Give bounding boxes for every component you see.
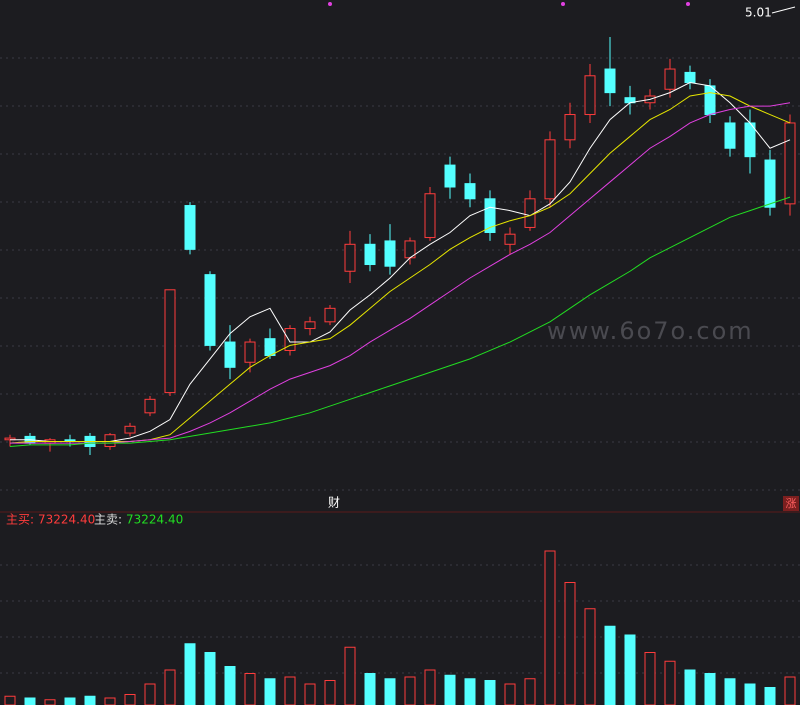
volume-bar — [304, 683, 316, 705]
candle-body — [204, 274, 216, 346]
volume-bar — [604, 625, 616, 705]
volume-bar — [104, 697, 116, 705]
candle-body — [724, 122, 736, 149]
volume-bar — [204, 652, 216, 705]
candle-body — [304, 321, 316, 330]
volume-bar — [684, 669, 696, 705]
high-label: 5.01 — [745, 6, 772, 20]
volume-bar — [4, 695, 16, 705]
moving-average — [9, 196, 791, 448]
marker-right: 涨 — [786, 497, 797, 510]
volume-bar — [324, 680, 336, 705]
volume-bar — [564, 582, 576, 705]
volume-bar — [144, 683, 156, 705]
candle-body — [144, 398, 156, 414]
volume-bar — [744, 683, 756, 705]
candle-body — [424, 193, 436, 239]
marker-box — [783, 496, 799, 511]
volume-bar — [264, 678, 276, 705]
candle-body — [264, 338, 276, 357]
volume-bar — [464, 678, 476, 705]
volume-bar — [184, 643, 196, 705]
volume-bar — [284, 676, 296, 705]
volume-bar — [164, 669, 176, 705]
candle-body — [544, 139, 556, 200]
volume-bar — [44, 699, 56, 705]
candle-body — [484, 198, 496, 233]
candle-body — [584, 75, 596, 116]
volume-bar — [724, 678, 736, 705]
candle-body — [184, 205, 196, 250]
candle-body — [224, 341, 236, 368]
candle-body — [344, 243, 356, 272]
volume-bar — [444, 674, 456, 705]
candle-body — [164, 289, 176, 394]
top-dot — [686, 2, 690, 6]
volume-bar — [644, 652, 656, 705]
volume-bar — [764, 687, 776, 705]
top-dot — [328, 2, 332, 6]
volume-bar — [584, 608, 596, 705]
volume-bar — [424, 669, 436, 705]
watermark: www.6o7o.com — [547, 317, 754, 345]
candle-body — [764, 159, 776, 208]
moving-average — [10, 81, 791, 442]
candle-body — [464, 183, 476, 200]
candle-body — [124, 425, 136, 434]
volume-bar — [344, 646, 356, 705]
grid — [0, 57, 800, 674]
sell-label: 主卖: — [94, 513, 122, 527]
volume-bar — [124, 694, 136, 705]
candle-body — [564, 114, 576, 141]
buy-label: 主买: — [6, 513, 34, 527]
candle-body — [604, 68, 616, 94]
volume-bar — [624, 634, 636, 705]
volume-bar — [84, 695, 96, 705]
high-arrow — [771, 6, 796, 14]
marker-left: 财 — [328, 496, 340, 510]
candle-body — [664, 68, 676, 90]
volume-bar — [784, 676, 796, 705]
volume-bar — [24, 697, 36, 705]
candle-body — [324, 307, 336, 323]
volume-bar — [664, 660, 676, 705]
volume-bar — [364, 673, 376, 705]
moving-average — [10, 102, 791, 444]
candle-body — [444, 164, 456, 188]
buy-value: 73224.40 — [38, 513, 95, 527]
candle-body — [784, 122, 796, 205]
volume-bar — [704, 673, 716, 705]
candle-body — [364, 243, 376, 266]
top-dot — [561, 2, 565, 6]
candle-body — [504, 233, 516, 245]
volume-bar — [524, 678, 536, 705]
volume-bar — [544, 550, 556, 705]
volume-bar — [244, 673, 256, 705]
volume-bar — [64, 697, 76, 705]
volume-bar — [224, 666, 236, 705]
candle-body — [384, 240, 396, 267]
sell-value: 73224.40 — [126, 513, 183, 527]
candle-body — [284, 328, 296, 351]
volume-bar — [484, 680, 496, 705]
candle-body — [684, 71, 696, 84]
candle-body — [704, 85, 716, 116]
volume-bar — [404, 676, 416, 705]
volume-bar — [384, 678, 396, 705]
volume-bar — [504, 683, 516, 705]
candle-body — [244, 341, 256, 363]
